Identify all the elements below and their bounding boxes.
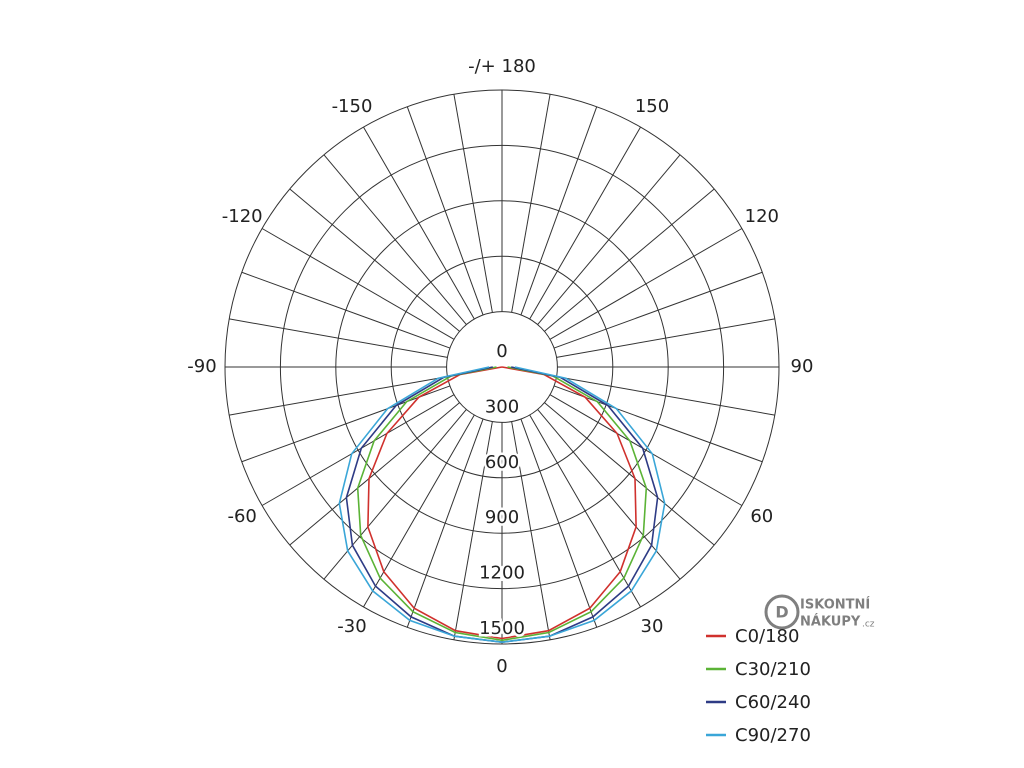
legend-label: C90/270 xyxy=(735,725,811,746)
grid-ring xyxy=(446,311,558,423)
angle-tick-label: -/+ 180 xyxy=(468,56,536,77)
series-line xyxy=(367,366,637,640)
grid-ring xyxy=(335,200,669,534)
radial-tick-label: 300 xyxy=(485,396,519,417)
radial-tick-label: 0 xyxy=(496,341,507,362)
watermark-text: ISKONTNÍ xyxy=(800,597,870,613)
angle-tick-label: -30 xyxy=(337,616,366,637)
angle-tick-label: 60 xyxy=(750,506,773,527)
angle-tick-label: 150 xyxy=(635,96,669,117)
radial-tick-label: 1200 xyxy=(479,563,525,584)
angle-tick-label: 90 xyxy=(791,356,814,377)
legend-label: C30/210 xyxy=(735,659,811,680)
angle-tick-label: 0 xyxy=(496,656,507,677)
watermark-logo xyxy=(764,594,800,630)
angle-tick-label: -90 xyxy=(187,356,216,377)
legend-label: C0/180 xyxy=(735,626,799,647)
angle-tick-label: 120 xyxy=(745,206,779,227)
radial-tick-label: 900 xyxy=(485,507,519,528)
watermark: D ISKONTNÍ NÁKUPY .cz xyxy=(764,594,875,630)
grid-ring xyxy=(390,255,614,479)
angle-tick-label: -120 xyxy=(222,206,263,227)
watermark-text: .cz xyxy=(862,620,875,630)
angle-tick-label: 30 xyxy=(641,616,664,637)
grid-ring xyxy=(224,89,780,645)
legend-label: C60/240 xyxy=(735,692,811,713)
watermark-logo-letter: D xyxy=(775,603,788,622)
angle-tick-label: -60 xyxy=(227,506,256,527)
legend: C0/180 C30/210 C60/240 C90/270 xyxy=(706,626,811,746)
grid-ring xyxy=(279,144,725,590)
series-line xyxy=(356,366,648,642)
watermark-text: NÁKUPY xyxy=(800,614,861,630)
radial-tick-label: 600 xyxy=(485,452,519,473)
series-line xyxy=(338,366,666,644)
radial-tick-label: 1500 xyxy=(479,618,525,639)
angle-tick-label: -150 xyxy=(332,96,373,117)
